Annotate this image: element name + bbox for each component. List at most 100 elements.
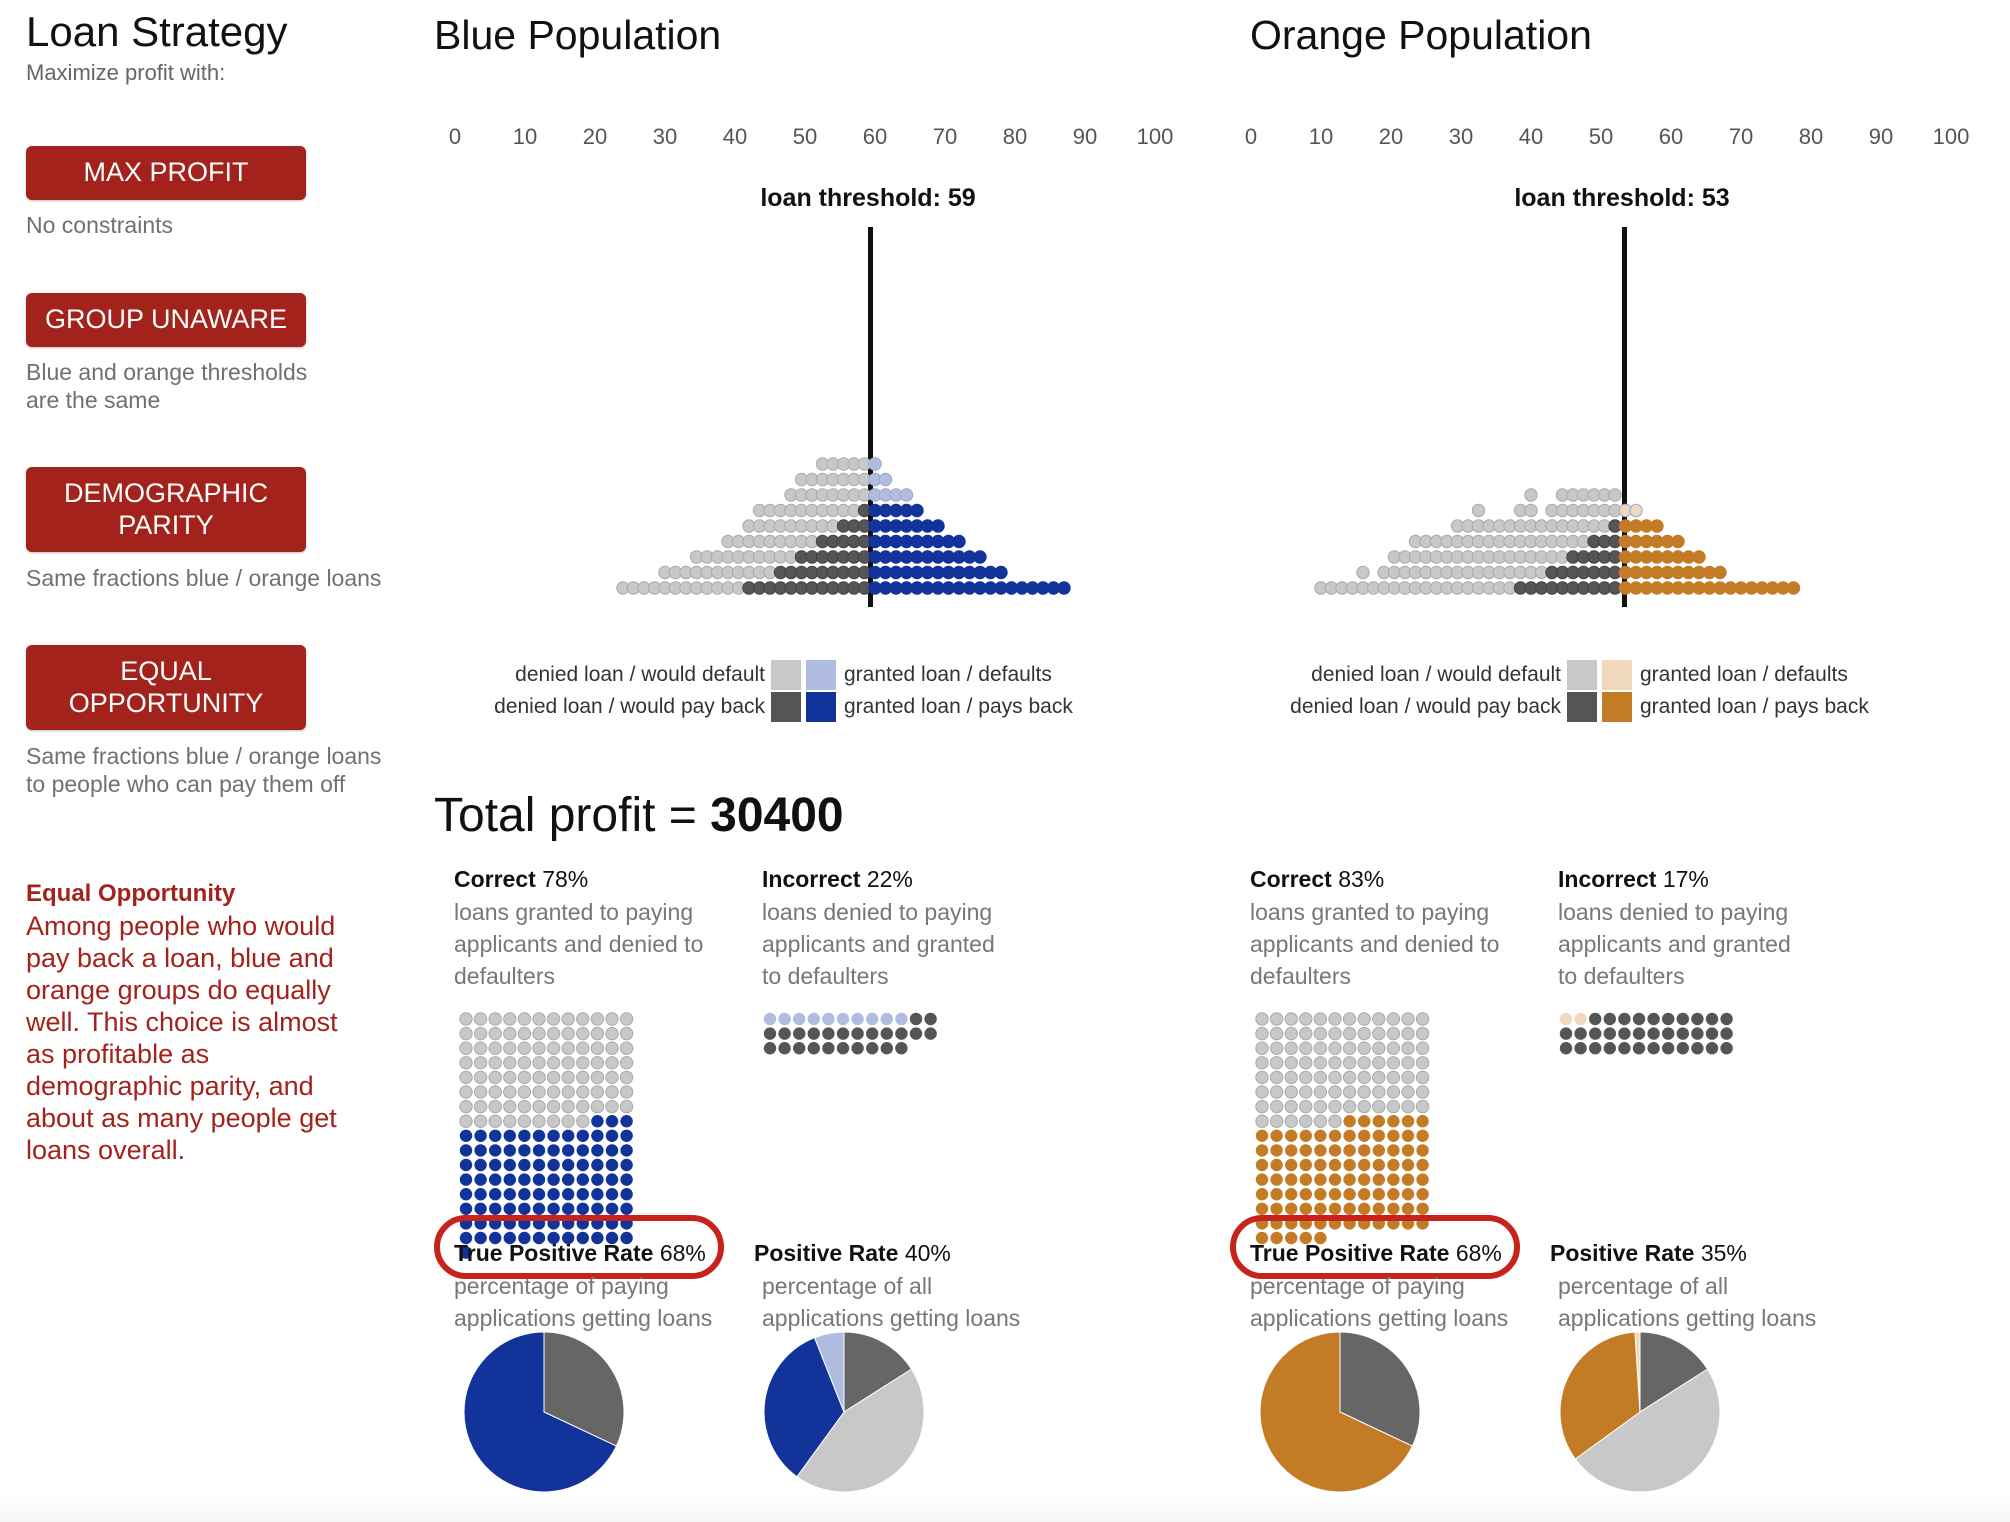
orange-correct-dot [1270, 1158, 1283, 1172]
orange-correct-dot [1313, 1085, 1328, 1099]
orange-correct-dot [1401, 1070, 1415, 1085]
orange-correct-dot [1357, 1041, 1371, 1055]
orange-correct-dot [1314, 1231, 1327, 1245]
blue-correct-dot [576, 1158, 589, 1172]
orange-correct-dot [1255, 1085, 1269, 1099]
orange-correct-dot [1299, 1026, 1313, 1041]
blue-correct-dot [532, 1012, 546, 1026]
blue-correct-dot [591, 1129, 604, 1143]
rate-pie-charts [463, 1331, 1721, 1493]
blue-correct-dot [562, 1158, 575, 1172]
blue-correct-dot [547, 1158, 560, 1172]
blue-correct-dot [576, 1114, 590, 1128]
orange-pr-pie-slice [1574, 1368, 1721, 1493]
orange-correct-dot [1284, 1099, 1298, 1114]
orange-correct-dot [1284, 1026, 1298, 1041]
orange-tick-30: 30 [1448, 124, 1474, 149]
orange-tick-90: 90 [1868, 124, 1894, 149]
orange-correct-dot [1343, 1158, 1356, 1172]
explanation-body: Among people who would pay back a loan, … [26, 911, 338, 1165]
orange-correct-dot [1357, 1070, 1371, 1085]
orange-correct-dot [1401, 1026, 1415, 1041]
tpr-highlight-circle [1230, 1215, 1520, 1279]
blue-population-title: Blue Population [434, 12, 722, 58]
orange-correct-dot [1342, 1041, 1357, 1055]
orange-correct-dot [1372, 1129, 1386, 1143]
orange-tick-10: 10 [1308, 124, 1334, 149]
orange-correct-dot [1299, 1099, 1313, 1114]
orange-correct-dot [1401, 1173, 1415, 1186]
swatch-denied-payback [771, 692, 801, 722]
blue-correct-dot [546, 1056, 561, 1070]
orange-correct-dot [1270, 1144, 1283, 1157]
blue-tick-60: 60 [862, 124, 888, 149]
swatch-denied-payback [1567, 692, 1597, 722]
total-profit-label: Total profit = [434, 789, 711, 842]
orange-correct-dot [1284, 1012, 1298, 1026]
orange-correct-dot [1401, 1158, 1415, 1172]
orange-correct-dot [1415, 1085, 1430, 1099]
orange-correct-dot [1358, 1173, 1371, 1186]
orange-correct-pct: 83% [1338, 866, 1385, 892]
orange-correct-dot [1372, 1056, 1386, 1070]
blue-tick-30: 30 [652, 124, 678, 149]
blue-incorrect-dot [924, 1027, 937, 1040]
blue-correct-dot [503, 1144, 516, 1157]
orange-correct-dot [1255, 1173, 1269, 1186]
distribution-dot [1650, 519, 1664, 533]
demographic-parity-button[interactable]: DEMOGRAPHIC PARITY [26, 467, 306, 552]
blue-correct-dot [459, 1202, 473, 1216]
blue-correct-dot [503, 1012, 517, 1026]
orange-correct-dot [1299, 1056, 1313, 1070]
orange-correct-dot [1416, 1115, 1429, 1128]
blue-pr-pct: 40% [904, 1240, 951, 1266]
swatch-denied-default [1567, 660, 1597, 690]
orange-correct-dot [1358, 1115, 1371, 1128]
orange-correct-dot [1401, 1056, 1415, 1070]
orange-incorrect-dot [1574, 1012, 1587, 1026]
orange-correct-dot [1386, 1041, 1401, 1055]
orange-incorrect-dot [1589, 1027, 1602, 1040]
equal-opportunity-button[interactable]: EQUAL OPPORTUNITY [26, 645, 306, 730]
blue-correct-dot [473, 1026, 488, 1041]
blue-threshold-handle[interactable] [868, 227, 873, 607]
orange-correct-dot [1358, 1158, 1371, 1172]
blue-correct-dot [619, 1099, 634, 1114]
orange-tpr-title: True Positive Rate [1250, 1240, 1450, 1266]
orange-incorrect-dot [1632, 1012, 1646, 1026]
group-unaware-button[interactable]: GROUP UNAWARE [26, 293, 306, 347]
orange-correct-dot [1255, 1041, 1269, 1055]
max-profit-button[interactable]: MAX PROFIT [26, 146, 306, 200]
orange-correct-dot [1313, 1012, 1328, 1026]
orange-pr-pie-slice [1634, 1331, 1641, 1413]
orange-correct-dot [1285, 1158, 1298, 1172]
orange-correct-dot [1313, 1026, 1328, 1041]
blue-correct-dot [547, 1202, 560, 1216]
blue-correct-dot [562, 1173, 575, 1186]
blue-correct-dot [620, 1144, 633, 1157]
blue-incorrect-dot [778, 1042, 791, 1055]
blue-correct-dot [546, 1012, 561, 1026]
blue-correct-dot [532, 1231, 546, 1245]
blue-correct-heading: Correct 78% [454, 866, 588, 893]
distribution-dot [910, 503, 924, 518]
orange-correct-dot [1314, 1158, 1327, 1172]
orange-threshold-handle[interactable] [1622, 227, 1627, 607]
orange-correct-dot [1387, 1188, 1400, 1201]
orange-correct-dot [1372, 1188, 1386, 1201]
blue-correct-dot [503, 1070, 517, 1085]
orange-correct-dot [1416, 1202, 1429, 1216]
orange-correct-dot [1357, 1012, 1371, 1026]
orange-correct-dot [1372, 1012, 1386, 1026]
blue-correct-dot [605, 1070, 619, 1085]
blue-correct-dot [474, 1144, 487, 1157]
blue-correct-dot [474, 1173, 487, 1186]
blue-correct-dot [576, 1231, 589, 1245]
blue-correct-dot [547, 1188, 560, 1201]
blue-correct-dot [561, 1085, 575, 1099]
blue-correct-dot [605, 1231, 619, 1245]
blue-correct-dot [488, 1026, 502, 1041]
blue-pr-pie-slice [796, 1368, 925, 1493]
orange-correct-dot [1386, 1026, 1401, 1041]
equal-opportunity-desc: Same fractions blue / orange loans to pe… [26, 743, 382, 797]
